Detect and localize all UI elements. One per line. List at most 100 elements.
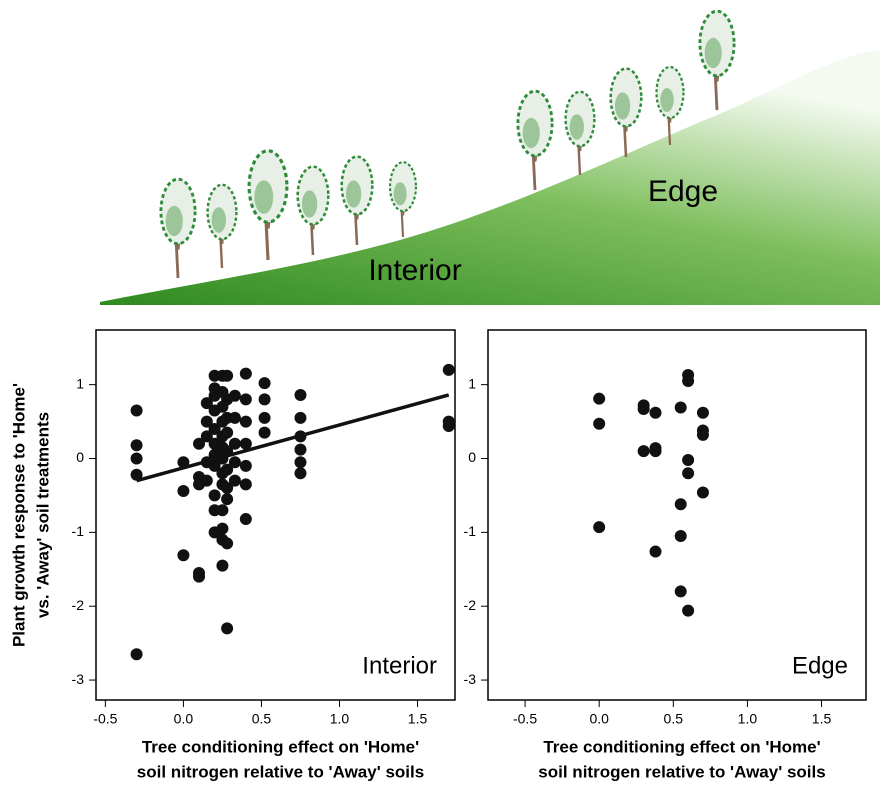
point	[696, 406, 709, 419]
fit-line	[136, 393, 450, 483]
point	[239, 513, 252, 526]
tree	[698, 9, 736, 112]
x-tick-label: 0.0	[174, 711, 194, 727]
point	[193, 437, 206, 450]
illustration: Interior Edge	[100, 9, 880, 305]
point	[637, 403, 650, 416]
point	[258, 426, 271, 439]
point	[200, 397, 213, 410]
point	[294, 388, 307, 401]
point	[221, 493, 234, 506]
panel-label: Interior	[362, 652, 437, 679]
y-tick-label: 0	[76, 449, 84, 465]
zone-label: Interior	[368, 254, 461, 287]
point	[682, 374, 695, 387]
point	[682, 467, 695, 480]
point	[130, 404, 143, 417]
tree	[564, 90, 596, 177]
point	[696, 428, 709, 441]
point	[239, 415, 252, 428]
point	[294, 411, 307, 424]
y-tick-label: -2	[464, 597, 477, 613]
x-tick-label: 1.0	[330, 711, 350, 727]
y-tick-label: -1	[464, 523, 477, 539]
point	[228, 411, 241, 424]
point	[200, 430, 213, 443]
point	[216, 504, 229, 517]
point	[258, 377, 271, 390]
tree	[247, 149, 289, 262]
tree	[340, 155, 374, 247]
point	[216, 559, 229, 572]
plot-frame	[487, 329, 867, 701]
point	[649, 445, 662, 458]
point	[593, 521, 606, 534]
point	[228, 437, 241, 450]
point	[593, 417, 606, 430]
point	[221, 482, 234, 495]
point	[682, 453, 695, 466]
x-tick-label: -0.5	[513, 711, 537, 727]
point	[208, 422, 221, 435]
point	[221, 463, 234, 476]
point	[177, 484, 190, 497]
y-tick-label: 0	[468, 449, 476, 465]
zone-label: Edge	[648, 175, 718, 208]
point	[294, 443, 307, 456]
y-tick-label: -3	[72, 671, 85, 687]
x-axis-label: soil nitrogen relative to 'Away' soils	[538, 762, 825, 781]
point	[593, 392, 606, 405]
point	[221, 622, 234, 635]
tree	[388, 161, 418, 239]
x-tick-label: 0.5	[664, 711, 684, 727]
point	[239, 478, 252, 491]
point	[239, 367, 252, 380]
x-tick-label: 1.5	[812, 711, 832, 727]
point	[674, 530, 687, 543]
point	[130, 468, 143, 481]
y-tick-label: 1	[468, 375, 476, 391]
point	[208, 459, 221, 472]
point	[177, 549, 190, 562]
point	[221, 426, 234, 439]
hill	[100, 50, 880, 305]
y-tick-label: -2	[72, 597, 85, 613]
point	[442, 420, 455, 433]
x-tick-label: 1.0	[738, 711, 758, 727]
point	[221, 537, 234, 550]
point	[130, 439, 143, 452]
point	[258, 411, 271, 424]
x-tick-label: 0.0	[589, 711, 609, 727]
point	[294, 467, 307, 480]
point	[442, 363, 455, 376]
y-axis-label: vs. 'Away' soil treatments	[33, 412, 52, 618]
point	[674, 401, 687, 414]
point	[216, 522, 229, 535]
tree	[609, 67, 643, 159]
x-tick-label: 0.5	[252, 711, 272, 727]
point	[239, 393, 252, 406]
tree	[516, 89, 554, 192]
point	[228, 456, 241, 469]
point	[208, 489, 221, 502]
x-tick-label: -0.5	[93, 711, 117, 727]
point	[674, 498, 687, 511]
point	[696, 486, 709, 499]
y-tick-label: 1	[76, 375, 84, 391]
plot-frame	[95, 329, 456, 701]
point	[130, 648, 143, 661]
y-axis-label: Plant growth response to 'Home'	[9, 383, 28, 647]
tree	[296, 165, 330, 257]
point	[682, 604, 695, 617]
x-axis-label: Tree conditioning effect on 'Home'	[142, 737, 419, 756]
point	[200, 415, 213, 428]
point	[239, 437, 252, 450]
point	[130, 452, 143, 465]
point	[674, 585, 687, 598]
point	[649, 406, 662, 419]
panel-label: Edge	[792, 652, 848, 679]
x-axis-label: Tree conditioning effect on 'Home'	[543, 737, 820, 756]
x-tick-label: 1.5	[408, 711, 428, 727]
point	[239, 459, 252, 472]
